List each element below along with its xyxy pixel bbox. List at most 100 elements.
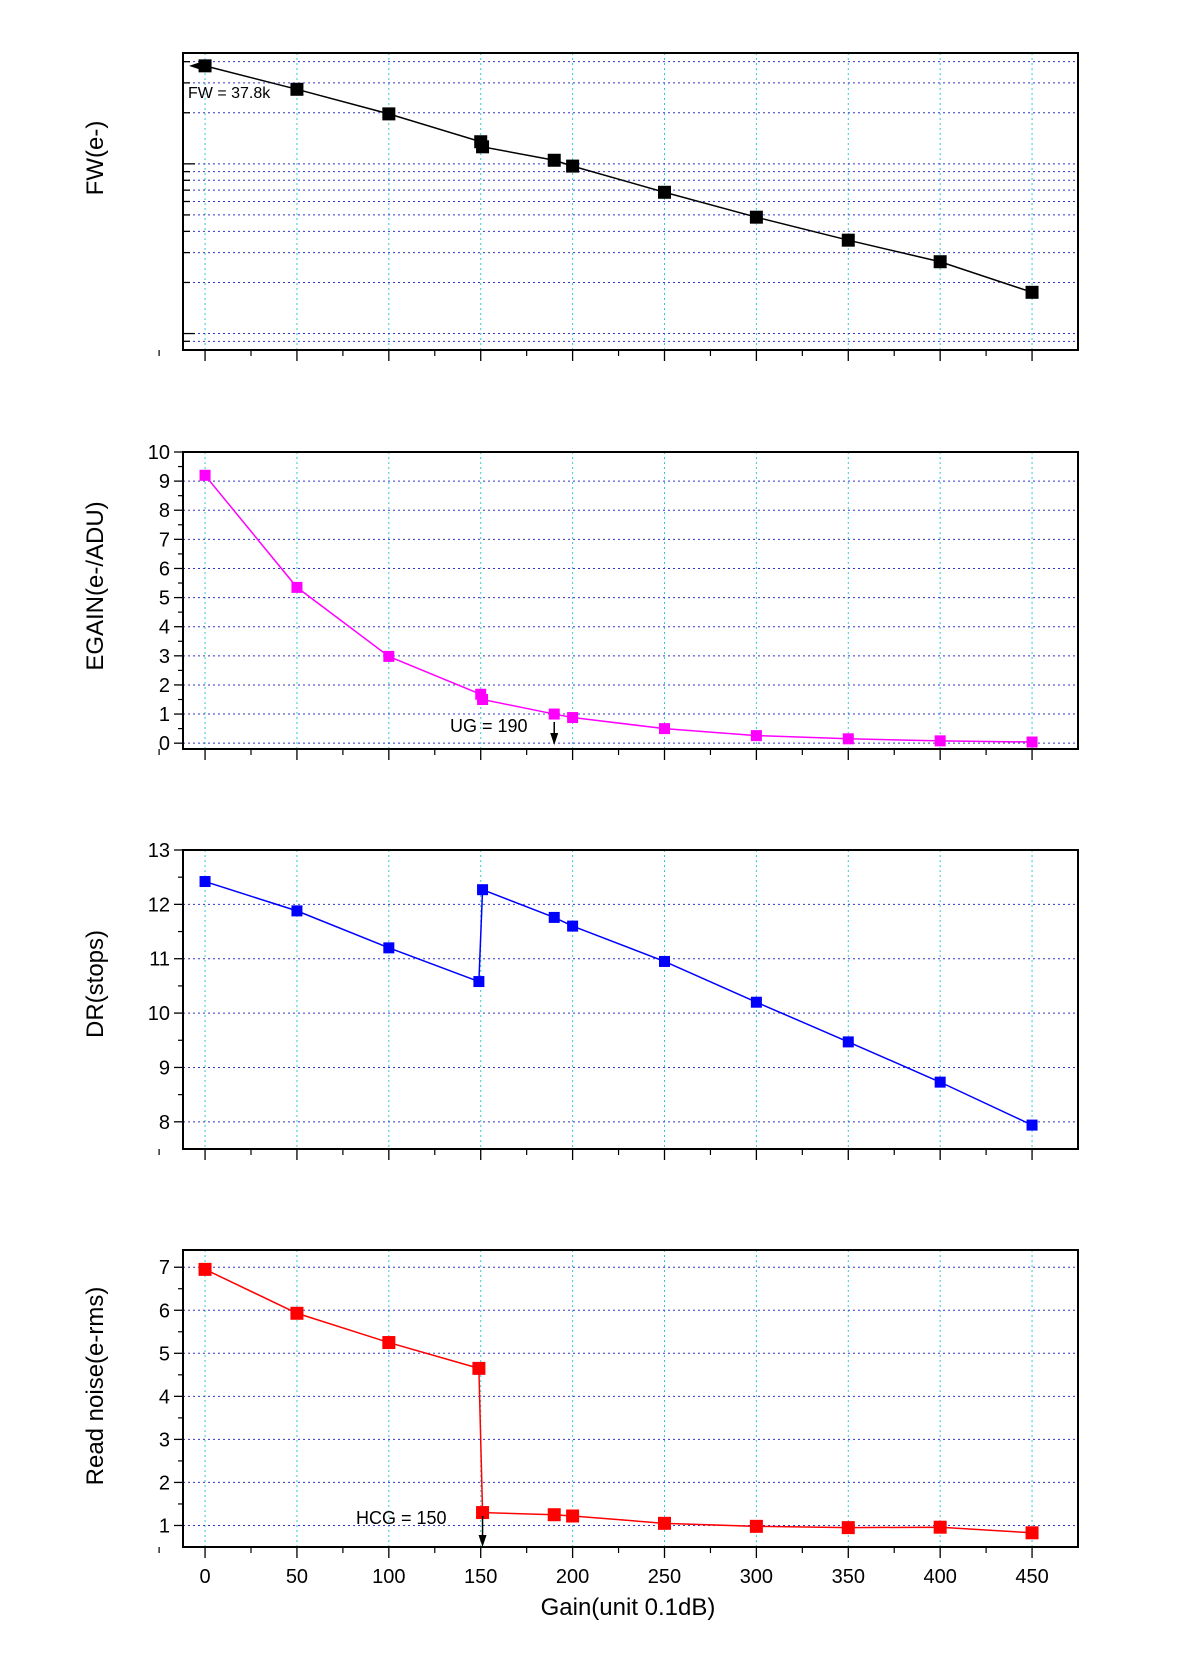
y-axis-title-egain: EGAIN(e-/ADU) (82, 501, 109, 670)
data-point (547, 1508, 561, 1522)
data-point (473, 976, 485, 988)
data-point (658, 955, 670, 967)
data-point (566, 159, 580, 173)
x-axis-title: Gain(unit 0.1dB) (541, 1594, 716, 1621)
text-layer: Gain(unit 0.1dB) FW(e-) EGAIN(e-/ADU) DR… (82, 61, 1049, 1621)
y-axis-title-fw: FW(e-) (82, 121, 109, 196)
data-point (1025, 285, 1039, 299)
y-tick-label: 13 (148, 840, 170, 862)
x-tick-label: 350 (832, 1566, 865, 1588)
data-point (547, 153, 561, 167)
y-tick-label: 1 (159, 704, 170, 726)
data-point (750, 730, 762, 742)
data-point (750, 996, 762, 1008)
data-point (933, 1520, 947, 1534)
data-point (199, 469, 211, 481)
data-point (476, 140, 490, 154)
y-tick-label: 10 (148, 1003, 170, 1025)
data-point (472, 1361, 486, 1375)
data-point (548, 708, 560, 720)
data-point (383, 942, 395, 954)
annotation-fw-arrow-head (189, 61, 201, 70)
annotation-hcg-arrow-head (478, 1535, 487, 1547)
grid-layer (183, 53, 1078, 1547)
y-tick-label: 6 (159, 1300, 170, 1322)
data-point (749, 210, 763, 224)
data-point (291, 905, 303, 917)
x-tick-label: 0 (199, 1566, 210, 1588)
annotation-fw: FW = 37.8k (188, 85, 271, 102)
y-tick-label: 5 (159, 588, 170, 610)
y-tick-label: 8 (159, 500, 170, 522)
panel-frame (182, 451, 1079, 750)
series-line (204, 880, 1033, 1126)
y-tick-label: 9 (159, 1057, 170, 1079)
series-layer (198, 59, 1039, 1540)
x-tick-label: 250 (648, 1566, 681, 1588)
data-point (477, 884, 489, 896)
data-point (567, 712, 579, 724)
y-tick-label: 12 (148, 894, 170, 916)
data-point (841, 233, 855, 247)
annotation-ug: UG = 190 (450, 716, 528, 736)
y-tick-label: 1 (159, 1515, 170, 1537)
y-tick-label: 2 (159, 675, 170, 697)
y-tick-label: 4 (159, 617, 170, 639)
data-point (476, 1506, 490, 1520)
annotation-hcg: HCG = 150 (356, 1508, 447, 1528)
data-point (477, 694, 489, 705)
data-point (1026, 736, 1038, 748)
data-point (841, 1521, 855, 1535)
data-point (842, 733, 854, 745)
panel-frame (182, 52, 1079, 351)
series-line (204, 474, 1033, 743)
y-tick-label: 3 (159, 1429, 170, 1451)
y-tick-label: 8 (159, 1112, 170, 1134)
y-tick-label: 0 (159, 733, 170, 755)
data-point (290, 1306, 304, 1320)
annotation-ug-arrow-head (550, 733, 559, 745)
frame-layer (158, 52, 1079, 1558)
panel-frame (182, 849, 1079, 1150)
x-tick-label: 300 (740, 1566, 773, 1588)
y-tick-label: 11 (149, 949, 170, 971)
series-line (204, 65, 1033, 294)
data-point (934, 735, 946, 747)
data-point (383, 650, 395, 662)
data-point (934, 1076, 946, 1088)
data-point (290, 82, 304, 96)
data-point (198, 59, 212, 73)
data-point (291, 581, 303, 593)
x-tick-label: 100 (372, 1566, 405, 1588)
y-tick-label: 3 (159, 646, 170, 668)
y-tick-label: 5 (159, 1343, 170, 1365)
data-point (749, 1519, 763, 1533)
data-point (1025, 1526, 1039, 1540)
data-point (842, 1036, 854, 1048)
data-point (658, 723, 670, 735)
y-tick-label: 7 (159, 529, 170, 551)
data-point (566, 1509, 580, 1523)
data-point (933, 255, 947, 269)
x-tick-label: 50 (286, 1566, 308, 1588)
y-tick-label: 2 (159, 1472, 170, 1494)
x-tick-label: 150 (464, 1566, 497, 1588)
panel-frame (182, 1249, 1079, 1548)
y-tick-label: 7 (159, 1257, 170, 1279)
x-tick-label: 450 (1015, 1566, 1048, 1588)
x-tick-label: 200 (556, 1566, 589, 1588)
y-tick-label: 10 (148, 442, 170, 464)
data-point (382, 107, 396, 121)
data-point (199, 876, 211, 888)
data-point (382, 1336, 396, 1350)
data-point (548, 911, 560, 923)
data-point (1026, 1119, 1038, 1131)
data-point (657, 185, 671, 199)
series-line (204, 1268, 1033, 1534)
x-tick-label: 400 (923, 1566, 956, 1588)
y-tick-label: 4 (159, 1386, 170, 1408)
y-tick-label: 9 (159, 471, 170, 493)
y-axis-title-read-noise: Read noise(e-rms) (82, 1287, 109, 1486)
y-tick-label: 6 (159, 558, 170, 580)
